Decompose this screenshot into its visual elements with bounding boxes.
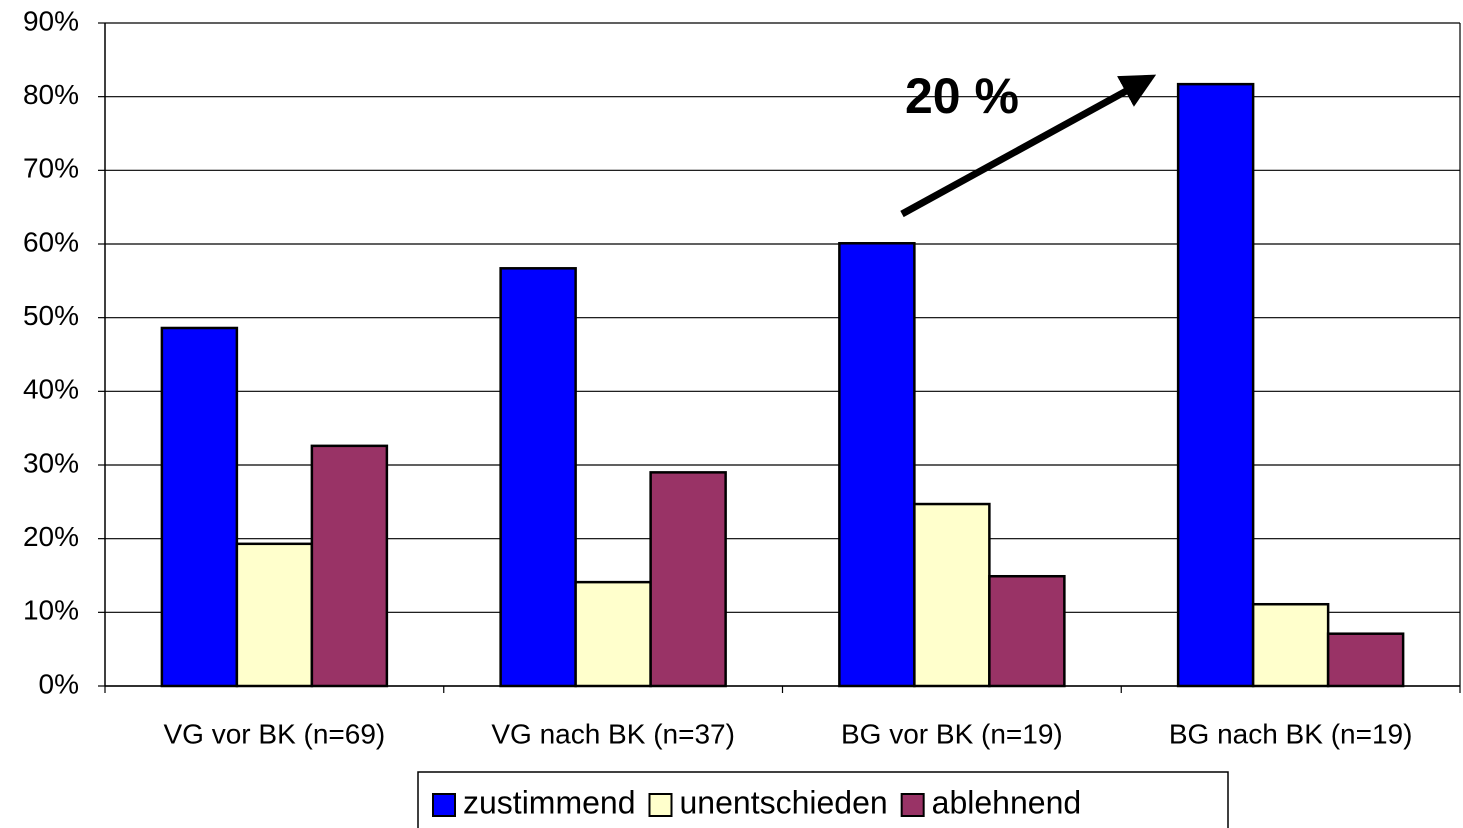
y-tick-label: 90% [23,5,79,36]
y-tick-label: 40% [23,374,79,405]
bar [649,471,727,688]
legend-swatch [900,793,925,817]
x-tick-label: BG vor BK (n=19) [841,718,1063,749]
bar [235,542,314,688]
y-tick-label: 50% [23,300,79,331]
y-tick-label: 20% [23,521,79,552]
y-tick-label: 0% [39,668,79,699]
legend-label: ablehnend [932,784,1081,820]
y-tick-label: 30% [23,447,79,478]
bar [913,502,991,688]
y-tick-label: 10% [23,595,79,626]
bar [1326,632,1405,688]
y-tick-label: 80% [23,79,79,110]
y-tick-label: 70% [23,153,79,184]
legend-box [417,771,1229,828]
bar [310,444,389,688]
legend-label: zustimmend [463,784,636,820]
bar [838,242,916,688]
arrow [900,74,1157,218]
bar [1176,82,1255,688]
bar [160,326,239,688]
x-tick-label: BG nach BK (n=19) [1169,718,1413,749]
legend-label: unentschieden [680,784,888,820]
legend-swatch [432,793,456,817]
x-tick-label: VG vor BK (n=69) [163,718,385,749]
y-tick-label: 60% [23,226,79,257]
x-tick-label: VG nach BK (n=37) [491,718,735,749]
legend-swatch [648,793,673,817]
bar [1251,602,1330,688]
bar [988,574,1066,688]
bar [574,580,652,688]
bar [499,267,577,688]
